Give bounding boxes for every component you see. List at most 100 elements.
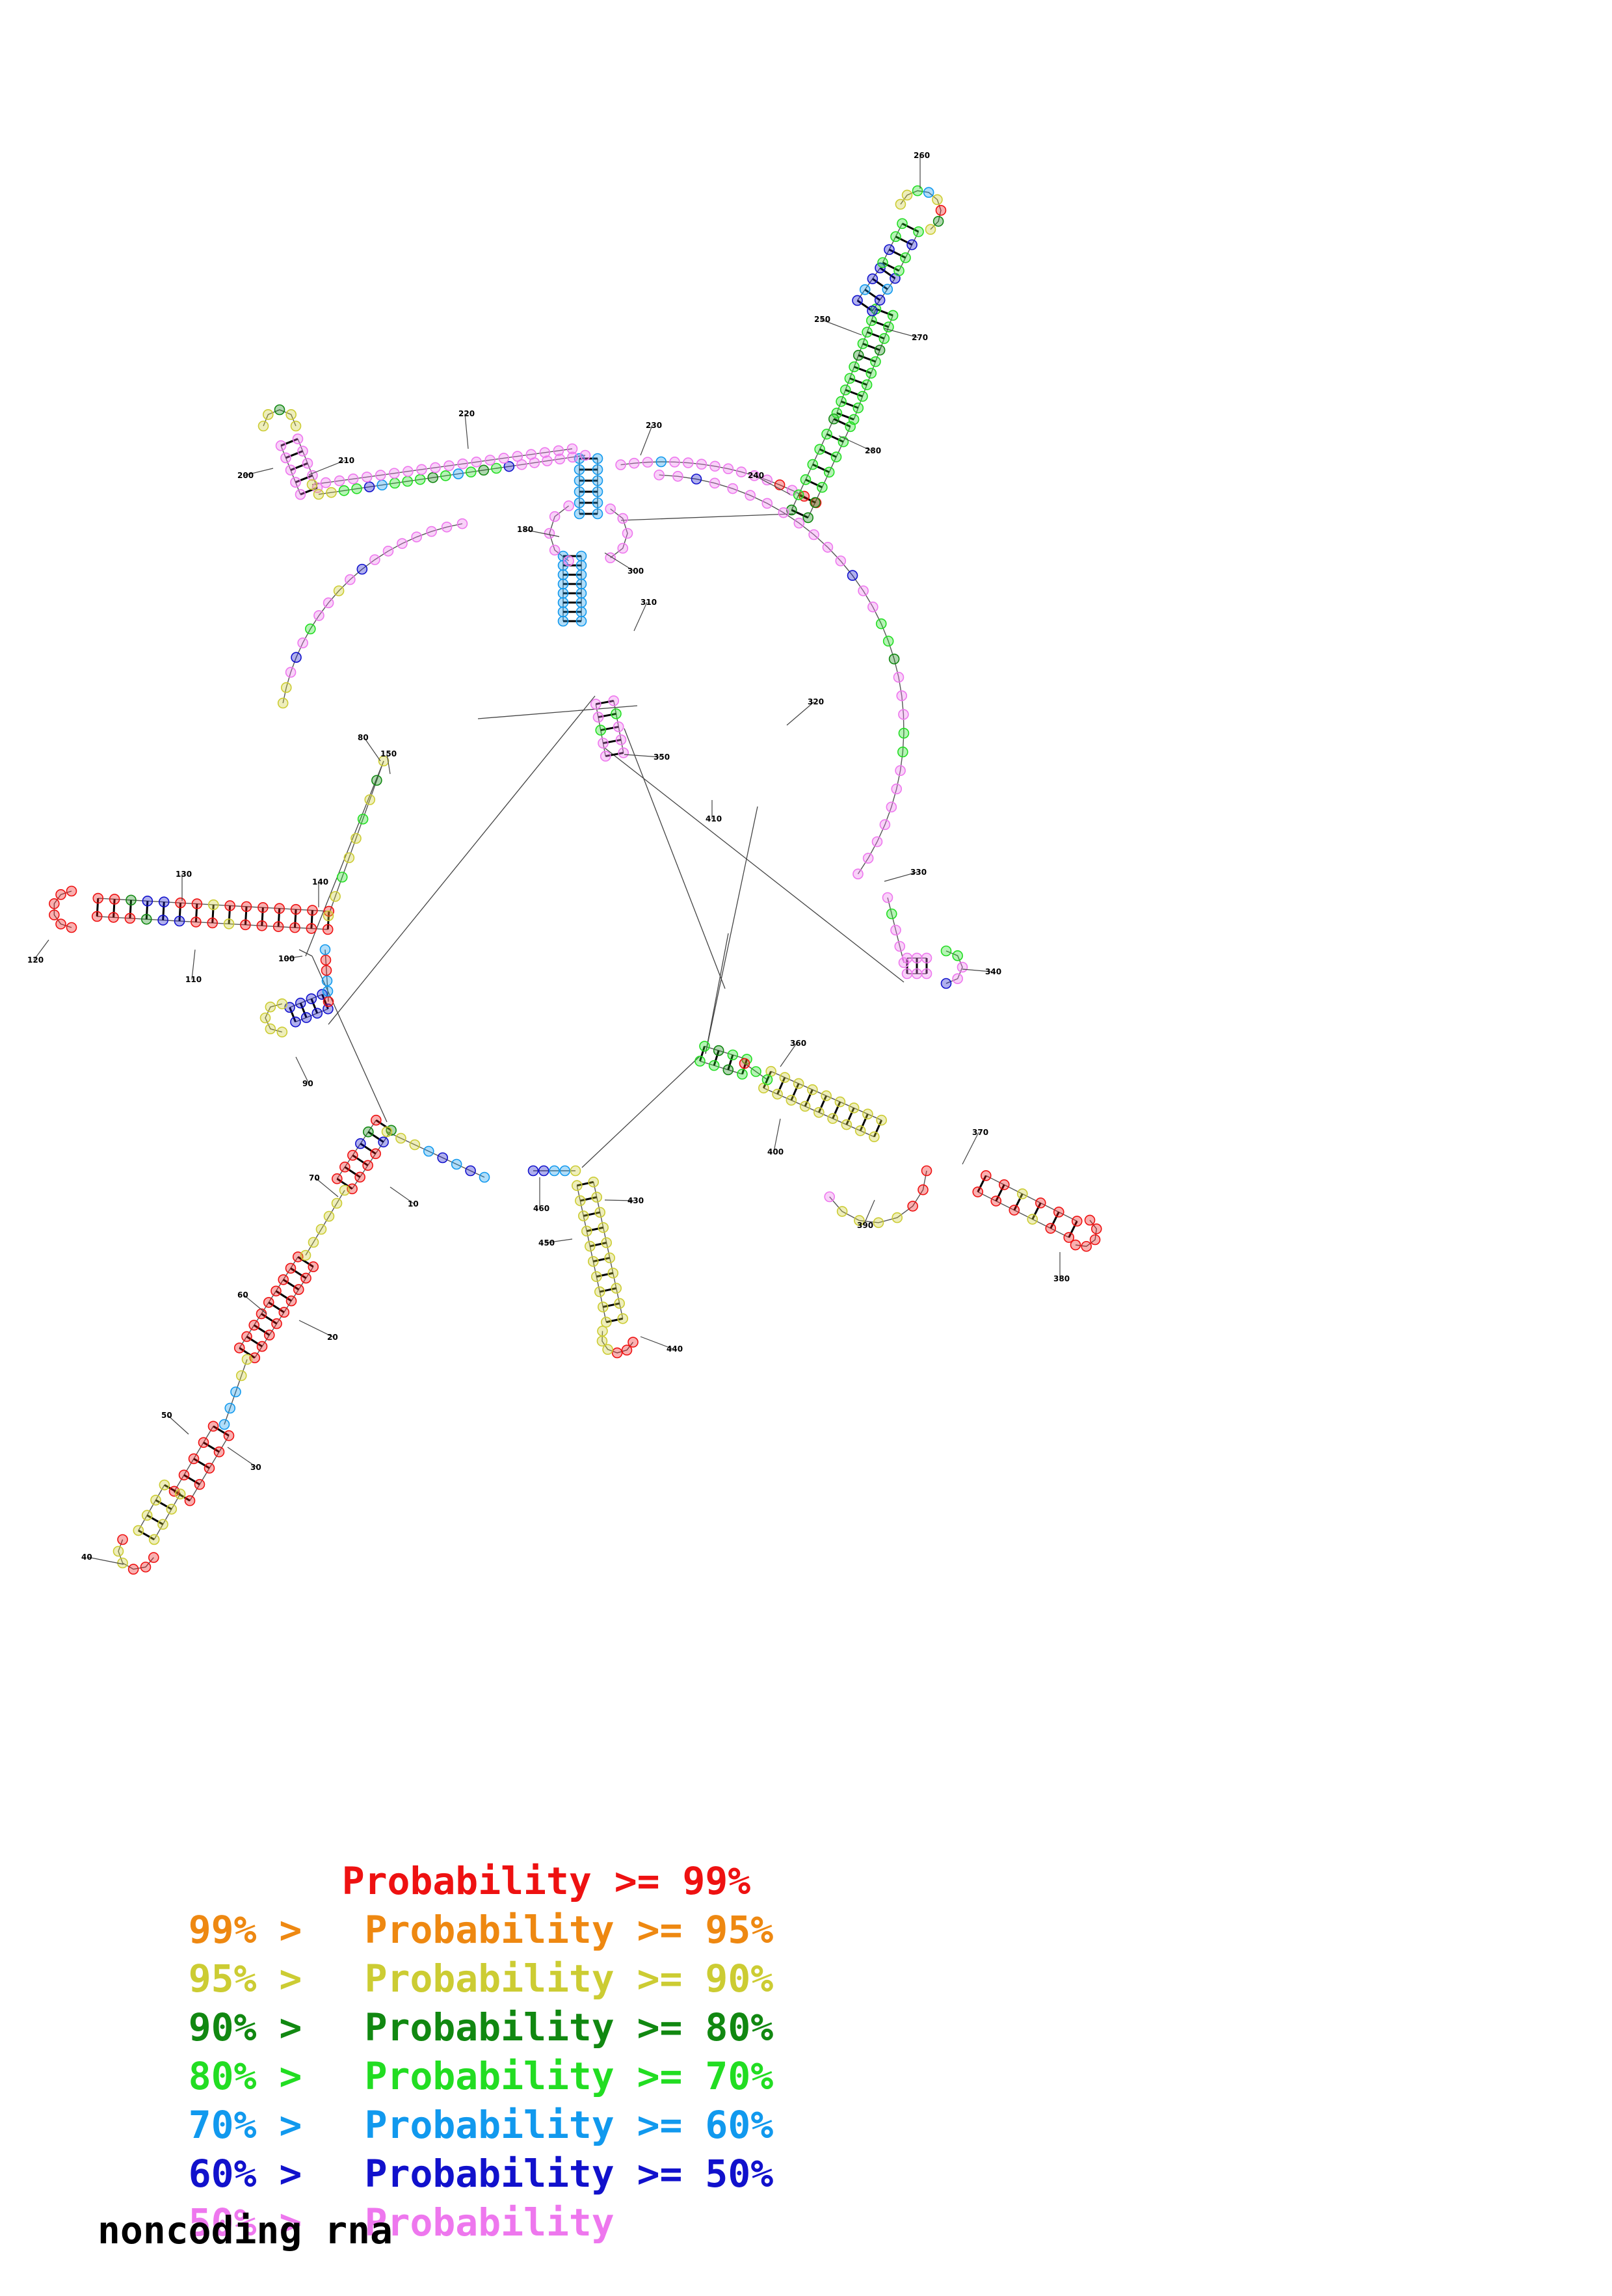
backbone-segment bbox=[620, 461, 817, 503]
nucleotide bbox=[793, 1078, 804, 1089]
nucleotide bbox=[331, 1197, 343, 1209]
nucleotide bbox=[615, 459, 626, 470]
backbone-segment bbox=[318, 455, 586, 495]
legend-label: Probability >= 70% bbox=[364, 2054, 774, 2098]
position-label: 460 bbox=[533, 1204, 549, 1213]
nucleotide bbox=[290, 420, 302, 432]
nucleotide bbox=[525, 449, 537, 460]
nucleotide bbox=[722, 463, 734, 475]
nucleotide bbox=[305, 623, 316, 635]
legend-label: Probability >= 50% bbox=[364, 2152, 774, 2196]
connector-line bbox=[298, 949, 313, 957]
label-leader bbox=[87, 1556, 124, 1565]
nucleotide bbox=[158, 896, 170, 908]
base-pair-bond bbox=[310, 910, 313, 929]
connector-line bbox=[604, 747, 905, 983]
label-leader bbox=[604, 552, 635, 572]
base-pair-bond bbox=[879, 267, 896, 280]
nucleotide bbox=[901, 189, 913, 201]
backbone-segment bbox=[328, 760, 384, 916]
nucleotide bbox=[859, 284, 871, 295]
nucleotide bbox=[865, 367, 877, 379]
backbone-segment bbox=[576, 1185, 607, 1322]
nucleotide bbox=[607, 1267, 619, 1279]
label-leader bbox=[33, 939, 49, 961]
nucleotide bbox=[302, 458, 313, 469]
base-pair-bond bbox=[867, 331, 885, 340]
nucleotide bbox=[1053, 1207, 1064, 1218]
nucleotide bbox=[411, 531, 422, 542]
base-pair-bond bbox=[138, 1529, 155, 1541]
nucleotide bbox=[896, 690, 908, 701]
nucleotide bbox=[49, 909, 60, 920]
base-pair-bond bbox=[602, 1302, 620, 1308]
nucleotide bbox=[465, 466, 477, 478]
position-label: 390 bbox=[857, 1221, 873, 1230]
nucleotide bbox=[802, 512, 813, 524]
nucleotide bbox=[877, 257, 888, 269]
nucleotide bbox=[291, 652, 302, 663]
nucleotide bbox=[126, 894, 137, 906]
nucleotide bbox=[655, 456, 667, 468]
nucleotide bbox=[587, 1256, 599, 1267]
nucleotide bbox=[841, 1119, 852, 1130]
nucleotide bbox=[363, 481, 375, 492]
base-pair-bond bbox=[352, 1154, 369, 1167]
base-pair-bond bbox=[849, 377, 867, 386]
nucleotide bbox=[362, 1160, 373, 1171]
nucleotide bbox=[512, 451, 523, 462]
base-pair-bond bbox=[290, 462, 308, 472]
base-pair-bond bbox=[595, 699, 614, 706]
base-pair-bond bbox=[310, 998, 319, 1014]
nucleotide bbox=[542, 455, 553, 466]
nucleotide bbox=[998, 1179, 1010, 1190]
nucleotide bbox=[538, 1165, 549, 1177]
nucleotide bbox=[549, 511, 561, 522]
nucleotide bbox=[808, 529, 819, 541]
connector-line bbox=[477, 705, 638, 719]
base-pair-bond bbox=[858, 354, 876, 363]
nucleotide bbox=[295, 997, 306, 1009]
label-leader bbox=[308, 460, 345, 475]
nucleotide bbox=[932, 216, 944, 227]
nucleotide bbox=[285, 1295, 297, 1307]
nucleotide bbox=[174, 915, 185, 927]
nucleotide bbox=[274, 404, 285, 416]
nucleotide bbox=[109, 894, 120, 905]
legend-row: 80% > Probability >= 70% bbox=[98, 2003, 773, 2098]
nucleotide bbox=[213, 1446, 225, 1458]
nucleotide bbox=[323, 1210, 335, 1222]
position-label: 210 bbox=[338, 456, 354, 465]
backbone bbox=[53, 190, 1097, 1570]
label-leader bbox=[773, 1118, 781, 1153]
backbone-segment bbox=[282, 523, 463, 704]
nucleotide bbox=[574, 497, 585, 509]
position-label: 100 bbox=[278, 954, 295, 963]
base-pair-bond bbox=[285, 450, 304, 459]
nucleotide bbox=[175, 897, 186, 909]
label-leader bbox=[227, 1447, 258, 1468]
position-label: 60 bbox=[237, 1290, 248, 1300]
position-label: 70 bbox=[309, 1173, 320, 1182]
backbone-segment bbox=[305, 1190, 345, 1256]
nucleotide bbox=[311, 482, 323, 494]
nucleotide bbox=[745, 490, 756, 501]
legend-range: 50% > bbox=[188, 2200, 302, 2245]
legend-label: Probability >= 60% bbox=[364, 2103, 774, 2147]
nucleotide bbox=[409, 1139, 421, 1151]
label-leader bbox=[624, 754, 661, 758]
nucleotide bbox=[471, 456, 482, 468]
nucleotide bbox=[852, 868, 864, 879]
nucleotide bbox=[618, 747, 629, 758]
base-pair-bond bbox=[336, 1177, 353, 1190]
backbone-segment bbox=[871, 278, 896, 312]
base-pair-bond bbox=[845, 389, 863, 397]
nucleotide bbox=[292, 433, 304, 445]
nucleotide bbox=[750, 1066, 761, 1077]
nucleotide bbox=[824, 1191, 836, 1203]
nucleotide bbox=[709, 477, 720, 489]
nucleotide bbox=[258, 420, 269, 432]
nucleotide bbox=[280, 452, 291, 464]
base-pair-bond bbox=[600, 725, 619, 732]
base-pair-bond bbox=[804, 1089, 813, 1107]
